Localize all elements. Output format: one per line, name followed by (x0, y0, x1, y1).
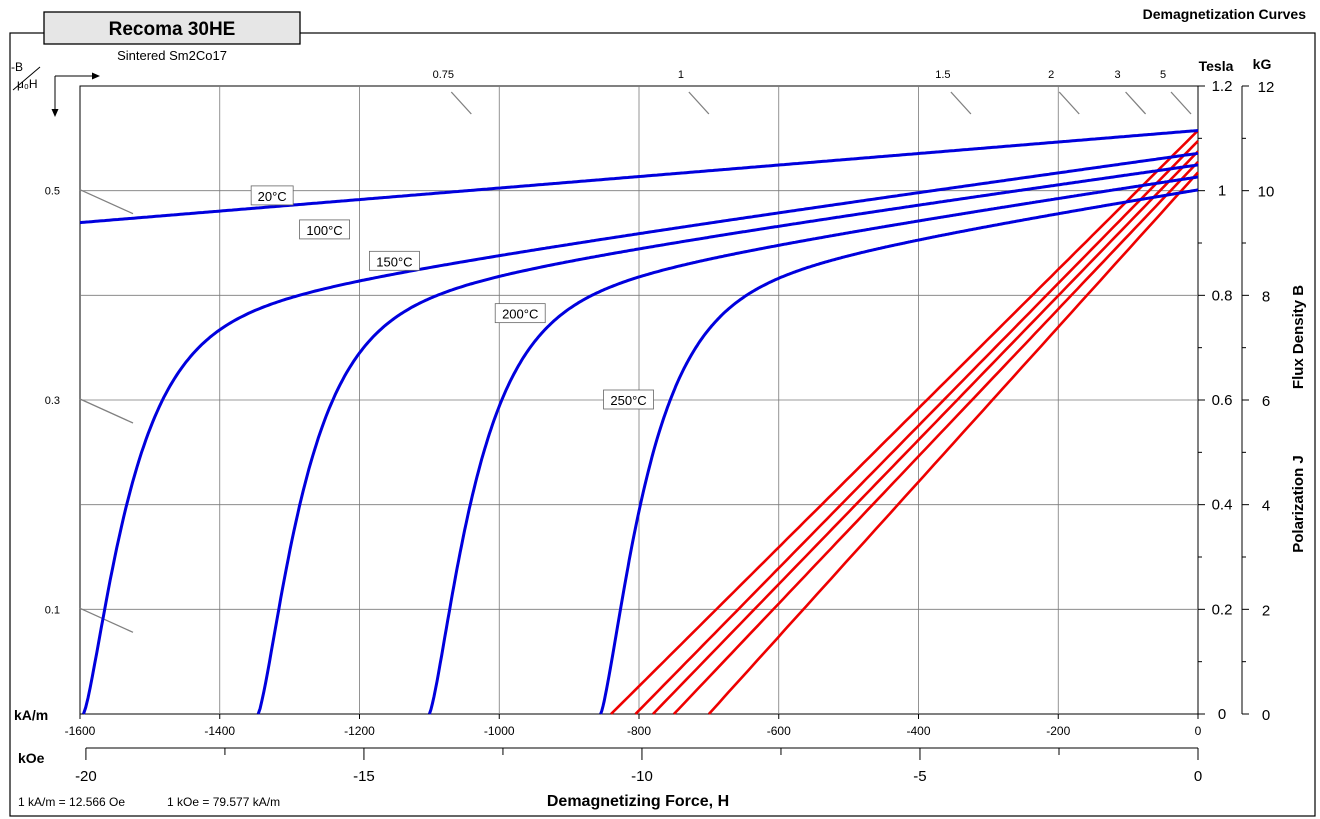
polarization-curve (427, 175, 1199, 715)
temperature-label-box (299, 219, 350, 240)
tesla-tick-label: 1.2 (1212, 78, 1233, 95)
koe-tick-label: -10 (631, 768, 653, 785)
permeance-label-left: 0.5 (45, 186, 60, 198)
polarization-axis-label: Polarization J (1290, 455, 1307, 553)
permeance-tick-top (450, 91, 472, 115)
polarization-curve (256, 163, 1199, 715)
conversion-note-2: 1 kOe = 79.577 kA/m (167, 795, 280, 809)
koe-tick-label: 0 (1194, 768, 1202, 785)
permeance-label-top: 3 (1115, 69, 1121, 81)
temperature-labels: 20°C 100°C 150°C 200°C 250°C (250, 185, 654, 410)
temperature-label: 150°C (376, 254, 412, 269)
permeance-tick-left (79, 398, 134, 424)
temperature-label-box (603, 389, 654, 410)
flux-density-axis-label: Flux Density B (1290, 285, 1307, 389)
tesla-tick-label: 0.2 (1212, 601, 1233, 618)
permeance-tick-top (950, 91, 972, 115)
arrow-right-icon (92, 72, 100, 80)
temperature-label-box (494, 303, 546, 324)
x-tick-label: -600 (767, 724, 791, 738)
temperature-label: 200°C (502, 307, 538, 322)
tesla-tick-label: 0.6 (1212, 392, 1233, 409)
koe-tick-label: -15 (353, 768, 375, 785)
tesla-tick-label: 1 (1218, 183, 1226, 200)
polarization-curve (599, 188, 1199, 715)
chart-title: Demagnetization Curves (1143, 6, 1307, 22)
flux-density-curves (610, 129, 1199, 715)
koe-unit-label: kOe (18, 750, 45, 766)
permeance-label-top: -B (11, 60, 23, 74)
conversion-note-1: 1 kA/m = 12.566 Oe (18, 795, 125, 809)
outer-frame (9, 32, 1316, 817)
kg-tick-label: 12 (1258, 79, 1275, 96)
flux-density-curve (672, 161, 1199, 715)
flux-density-curve (707, 171, 1199, 715)
kg-tick-label: 4 (1262, 498, 1270, 515)
polarization-curves (79, 129, 1199, 715)
flux-density-curve (634, 140, 1199, 715)
temperature-label: 250°C (610, 393, 646, 408)
x-tick-label: 0 (1195, 724, 1202, 738)
x-tick-label: -1000 (484, 724, 515, 738)
polarization-curve (82, 151, 1199, 715)
permeance-slash (12, 66, 41, 91)
product-title: Recoma 30HE (109, 19, 236, 40)
permeance-tick-top (1170, 91, 1192, 115)
x-axis-title: Demagnetizing Force, H (547, 793, 729, 810)
tesla-unit-label: Tesla (1199, 58, 1234, 74)
kg-tick-label: 6 (1262, 393, 1270, 410)
permeance-label-top: 2 (1048, 69, 1054, 81)
kg-tick-label: 8 (1262, 288, 1270, 305)
permeance-label-left: 0.1 (45, 604, 60, 616)
kg-unit-label: kG (1253, 56, 1272, 72)
polarization-curve (79, 129, 1199, 225)
x-tick-label: -1200 (344, 724, 375, 738)
header-box (43, 11, 301, 45)
permeance-tick-left (79, 189, 134, 215)
x-tick-label: -1600 (65, 724, 96, 738)
permeance-label-left: 0.3 (45, 395, 60, 407)
temperature-label-box (369, 250, 420, 271)
x-tick-label: -800 (627, 724, 651, 738)
permeance-label-top: 5 (1160, 69, 1166, 81)
permeance-corner-legend: -B μ₀H (11, 60, 100, 117)
tesla-tick-label: 0.4 (1212, 497, 1233, 514)
permeance-label-top: 0.75 (433, 69, 454, 81)
tesla-tick-label: 0 (1218, 706, 1226, 723)
temperature-label: 20°C (258, 189, 287, 204)
kg-tick-label: 2 (1262, 602, 1270, 619)
flux-density-curve (610, 129, 1199, 715)
permeance-label-bottom: μ₀H (17, 77, 38, 91)
axes: -1600 -1400 -1200 -1000 -800 -600 -400 -200 0-20… (65, 78, 1275, 785)
permeance-tick-left (79, 607, 134, 633)
permeance-tick-top (1058, 91, 1080, 115)
permeance-label-top: 1.5 (935, 69, 950, 81)
x-tick-label: -400 (906, 724, 930, 738)
koe-tick-label: -5 (913, 768, 926, 785)
x-unit-label: kA/m (14, 707, 48, 723)
kg-tick-label: 0 (1262, 707, 1270, 724)
permeance-tick-top (688, 91, 710, 115)
x-tick-label: -1400 (204, 724, 235, 738)
x-tick-label: -200 (1046, 724, 1070, 738)
permeance-label-top: 1 (678, 69, 684, 81)
tesla-tick-label: 0.8 (1212, 287, 1233, 304)
flux-density-curve (652, 150, 1199, 715)
arrow-down-icon (51, 109, 59, 117)
koe-tick-label: -20 (75, 768, 97, 785)
temperature-label: 100°C (306, 223, 342, 238)
kg-tick-label: 10 (1258, 184, 1275, 201)
permeance-tick-top (1125, 91, 1147, 115)
temperature-label-box (250, 185, 294, 206)
permeance-lines: 0.75 1 1.5 2 3 5 0.5 0.3 0.1 (45, 69, 1192, 633)
material-subtitle: Sintered Sm2Co17 (117, 48, 227, 63)
